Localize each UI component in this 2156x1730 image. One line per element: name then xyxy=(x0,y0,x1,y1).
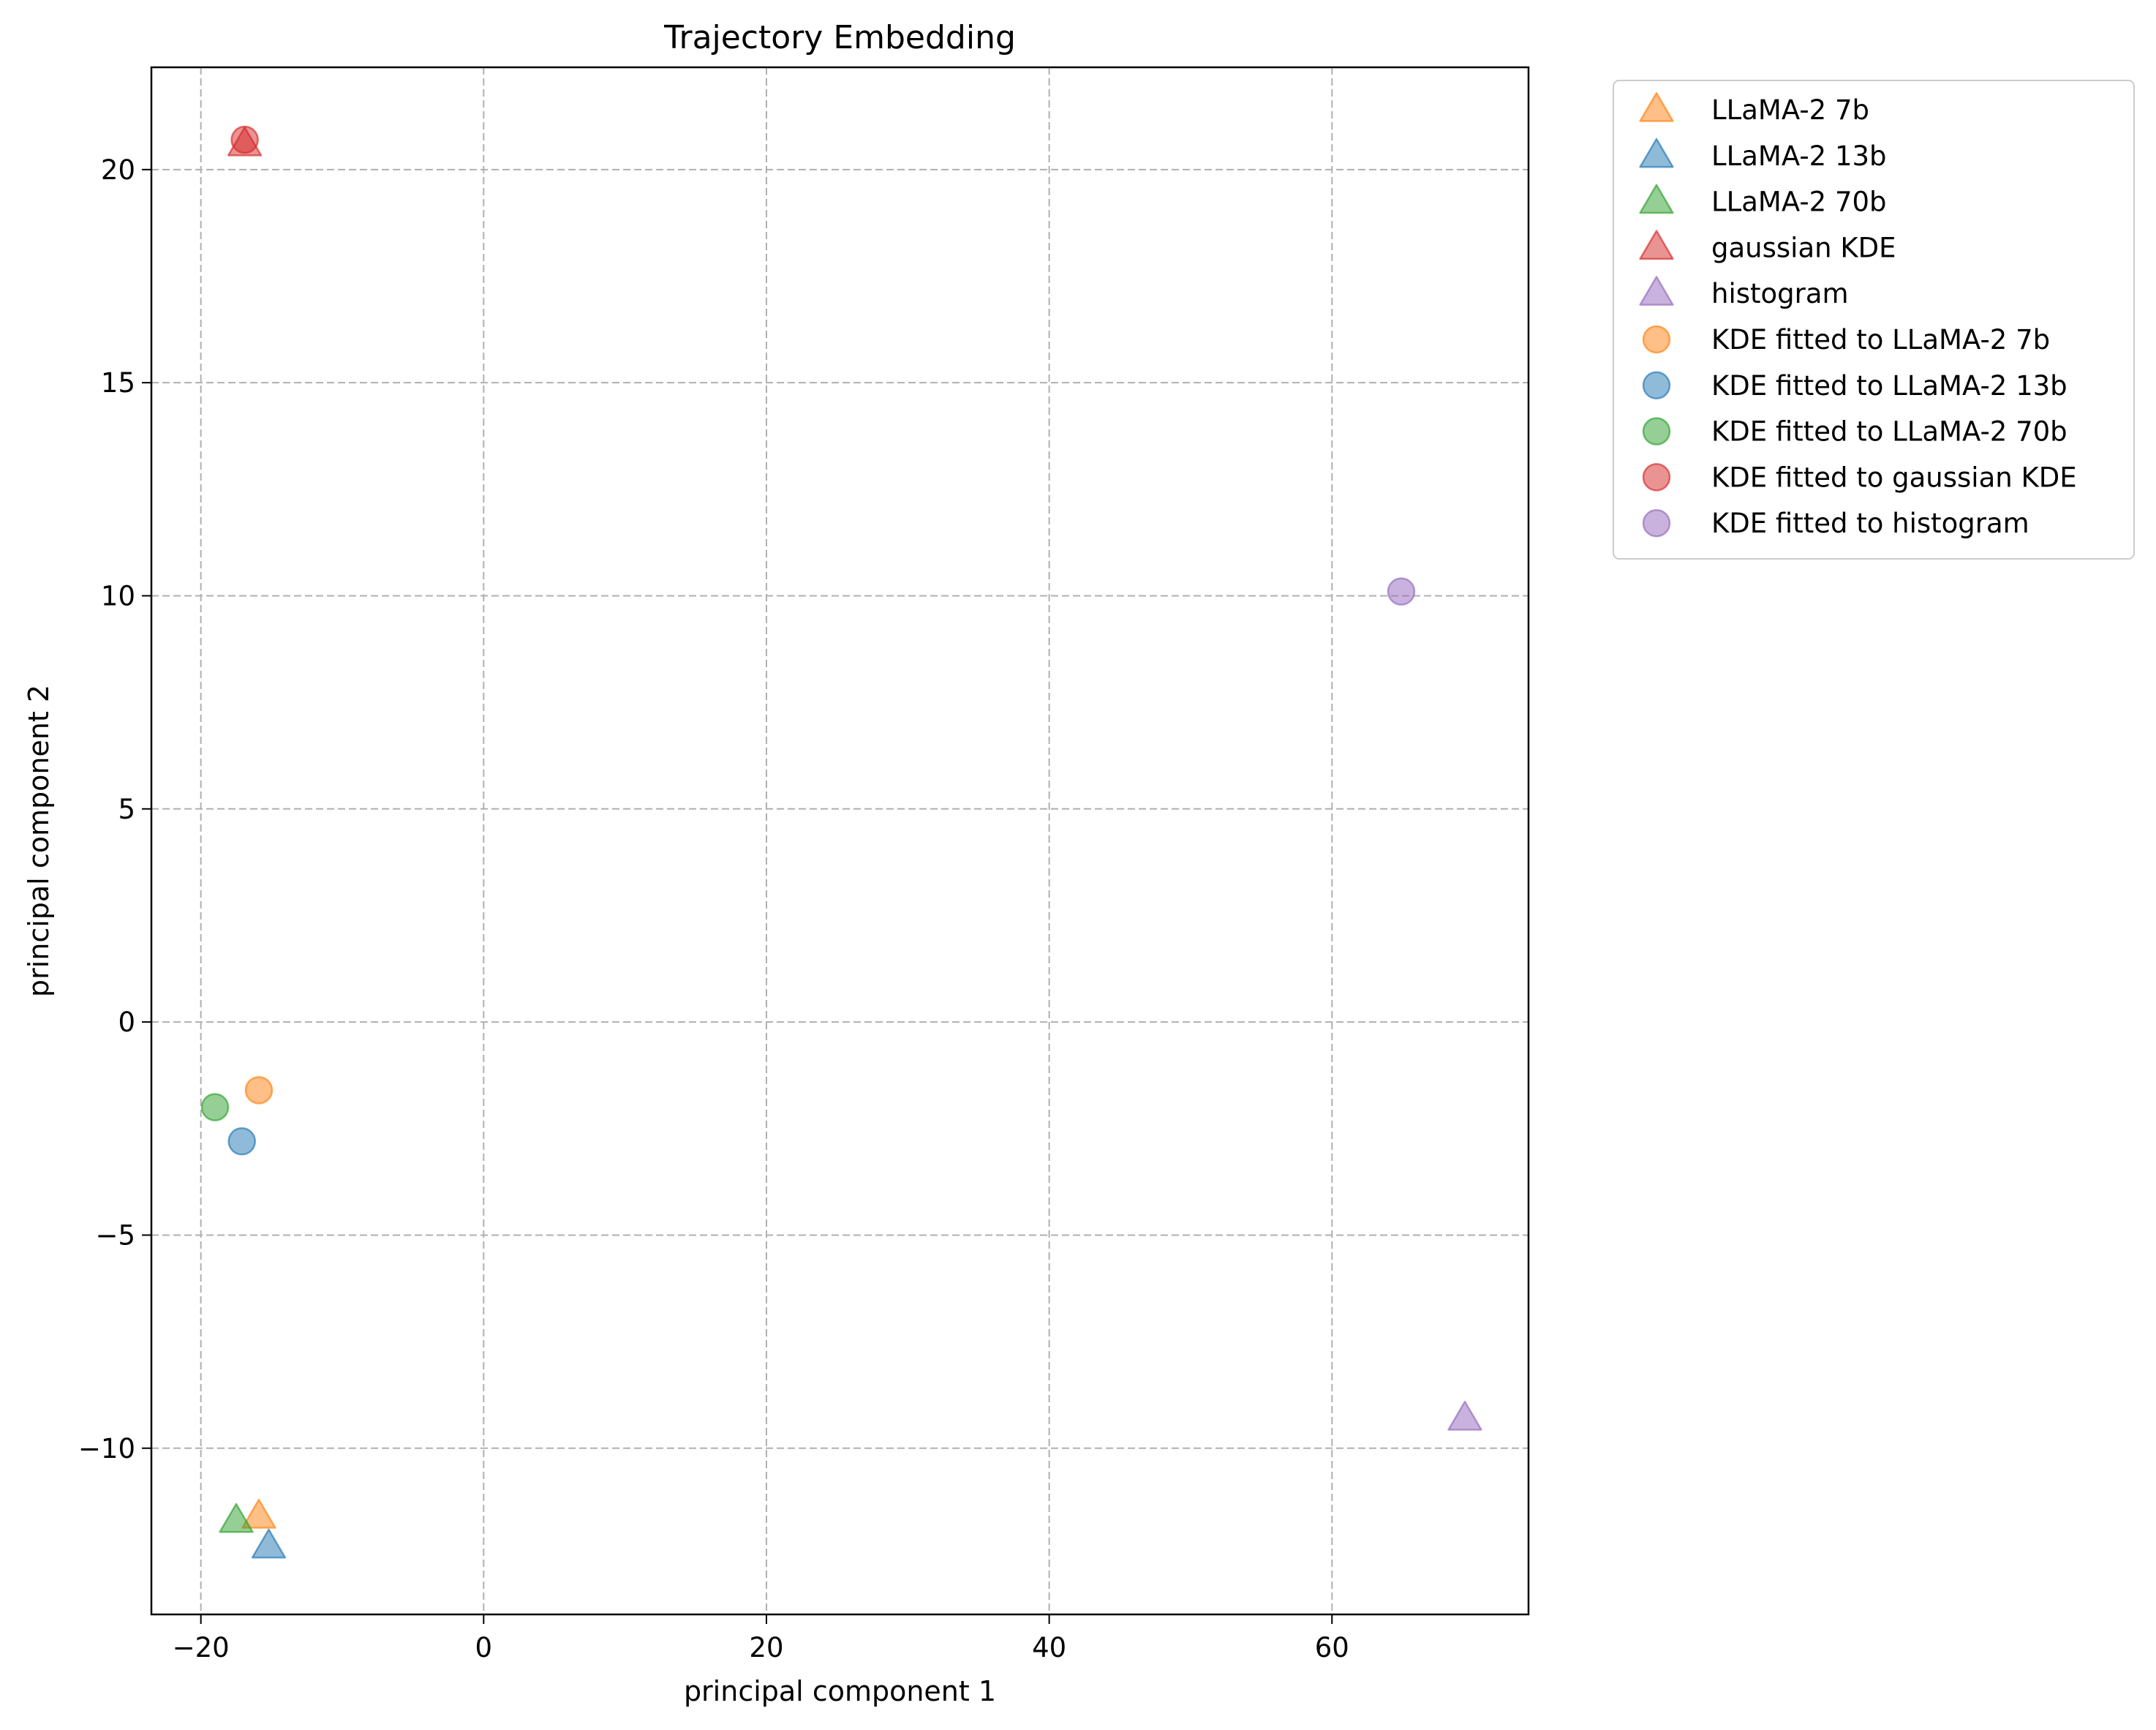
legend-label: KDE fitted to LLaMA-2 13b xyxy=(1711,370,2068,402)
y-tick-label: 5 xyxy=(118,794,135,825)
circle-point xyxy=(1387,577,1416,606)
legend-box xyxy=(1613,80,2135,560)
x-axis-label: principal component 1 xyxy=(684,1675,996,1707)
axis-ticks: −20 0 20 40 60 −10 −5 0 5 10 15 20 xyxy=(78,154,1349,1663)
legend-marker xyxy=(1642,325,1671,354)
triangle-point xyxy=(251,1528,287,1559)
chart-title: Trajectory Embedding xyxy=(663,19,1016,56)
y-tick-label: −5 xyxy=(95,1219,135,1251)
legend-label: KDE fitted to LLaMA-2 70b xyxy=(1711,416,2068,448)
legend-label: LLaMA-2 70b xyxy=(1711,187,1887,218)
x-tick-label: 0 xyxy=(475,1632,493,1663)
legend-label: LLaMA-2 13b xyxy=(1711,140,1887,172)
legend-label: KDE fitted to LLaMA-2 7b xyxy=(1711,324,2050,356)
legend-marker xyxy=(1642,508,1671,538)
legend-marker xyxy=(1642,417,1671,445)
legend-marker xyxy=(1639,91,1674,122)
triangle-point xyxy=(219,1503,254,1533)
triangle-point xyxy=(1447,1400,1482,1431)
axes-frame xyxy=(150,66,1530,1616)
legend: LLaMA-2 7b LLaMA-2 13b LLaMA-2 70b gaussian… xyxy=(1613,80,2135,560)
triangle-point xyxy=(241,1498,276,1529)
y-tick-label: 15 xyxy=(101,367,135,399)
legend-marker xyxy=(1639,276,1674,306)
circle-point xyxy=(244,1076,274,1105)
circle-point xyxy=(200,1093,230,1121)
legend-marker xyxy=(1639,138,1674,168)
circle-point xyxy=(230,125,259,154)
data-points xyxy=(200,125,1482,1559)
legend-label: LLaMA-2 7b xyxy=(1711,94,1869,126)
legend-marker xyxy=(1639,184,1674,214)
x-tick-label: 40 xyxy=(1032,1632,1066,1663)
y-tick-label: 20 xyxy=(101,154,135,186)
x-tick-label: 60 xyxy=(1315,1632,1349,1663)
x-tick-label: −20 xyxy=(173,1632,230,1663)
y-tick-label: 10 xyxy=(101,580,135,612)
legend-label: histogram xyxy=(1711,278,1849,309)
y-tick-label: −10 xyxy=(78,1433,135,1464)
legend-label: KDE fitted to gaussian KDE xyxy=(1711,462,2077,493)
grid xyxy=(151,67,1529,1614)
legend-marker xyxy=(1639,230,1674,260)
legend-label: KDE fitted to histogram xyxy=(1711,508,2029,539)
x-tick-label: 20 xyxy=(749,1632,783,1663)
circle-point xyxy=(227,1127,256,1156)
y-tick-label: 0 xyxy=(118,1007,135,1038)
y-axis-label: principal component 2 xyxy=(23,685,55,997)
legend-label: gaussian KDE xyxy=(1711,232,1896,263)
legend-marker xyxy=(1642,463,1671,492)
legend-marker xyxy=(1642,371,1671,400)
